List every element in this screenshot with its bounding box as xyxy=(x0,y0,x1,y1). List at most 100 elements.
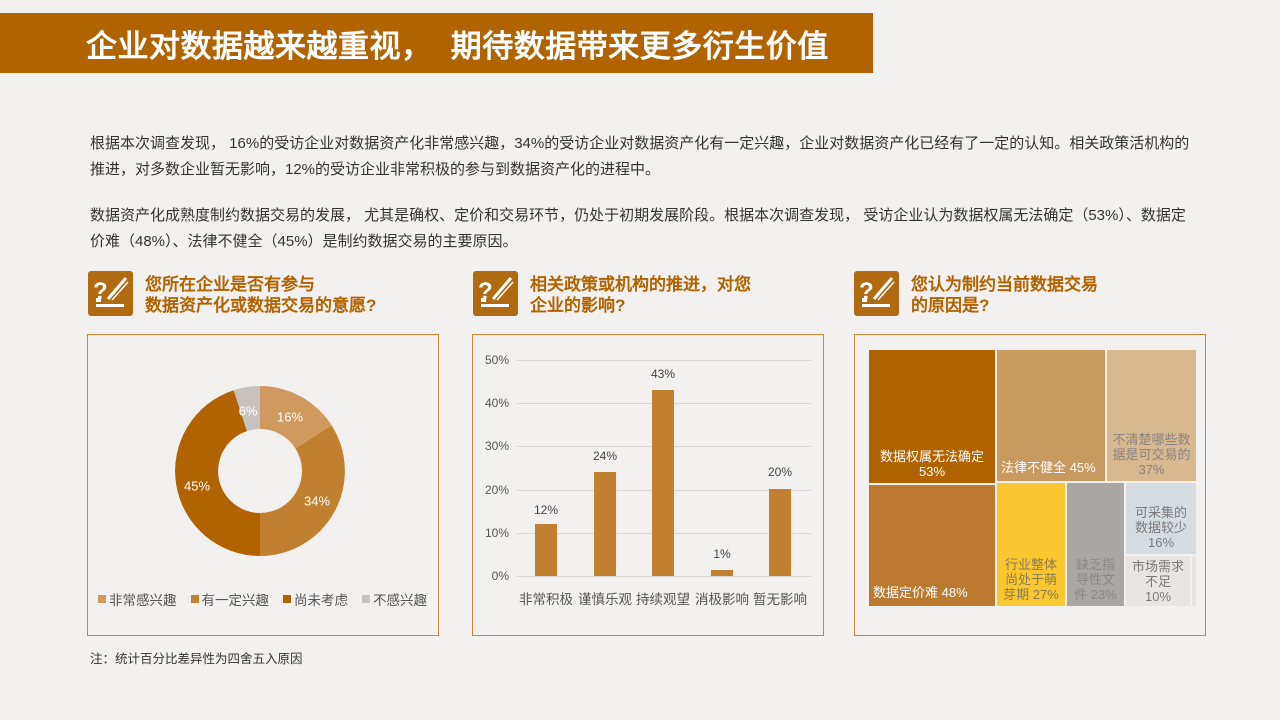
treemap-cell-label: 行业整体 xyxy=(1004,557,1057,572)
legend-label: 有一定兴趣 xyxy=(201,593,270,608)
x-axis-label: 暂无影响 xyxy=(753,592,807,607)
question-text: 您认为制约当前数据交易 的原因是? xyxy=(911,274,1098,316)
legend-swatch xyxy=(362,595,370,603)
legend-item: 不感兴趣 xyxy=(362,589,427,609)
bar-wait-and-see xyxy=(652,390,674,576)
intro-text: 根据本次调查发现， 16%的受访企业对数据资产化非常感兴趣，34%的受访企业对数… xyxy=(90,131,1200,275)
question-line-2: 的原因是? xyxy=(911,296,990,315)
question-line-2: 数据资产化或数据交易的意愿? xyxy=(145,296,377,315)
x-axis-label: 谨慎乐观 xyxy=(578,592,632,607)
bar-negative xyxy=(711,570,733,576)
x-axis-label: 消极影响 xyxy=(695,592,749,607)
treemap-cell-sliver xyxy=(1191,555,1197,607)
grid-line xyxy=(517,576,811,577)
donut-label-16: 16% xyxy=(276,409,304,425)
question-line-1: 相关政策或机构的推进，对您 xyxy=(530,275,751,294)
bar-chart: 50% 40% 30% 20% 10% 0% 12% 24% 43% 1% 20… xyxy=(473,335,823,635)
treemap-cell-label: 可采集的 xyxy=(1134,505,1187,520)
x-axis-label: 持续观望 xyxy=(636,592,690,607)
page-title: 企业对数据越来越重视， 期待数据带来更多衍生价值 xyxy=(86,28,829,64)
bar-chart-panel: 50% 40% 30% 20% 10% 0% 12% 24% 43% 1% 20… xyxy=(472,334,824,636)
treemap-cell-label: 市场需求 xyxy=(1131,559,1184,574)
legend-label: 非常感兴趣 xyxy=(109,593,177,608)
treemap-cell-value: 53% xyxy=(918,464,946,479)
question-header-1: ? 您所在企业是否有参与 数据资产化或数据交易的意愿? xyxy=(88,271,376,316)
treemap-cell-label: 数据权属无法确定 xyxy=(879,449,984,464)
question-pen-icon: ? xyxy=(473,271,518,316)
treemap-cell-label: 不足 xyxy=(1144,574,1171,589)
bar-value-label: 12% xyxy=(533,503,559,517)
donut-label-6: 6% xyxy=(238,403,258,419)
donut-slice-not-considered xyxy=(175,390,260,556)
treemap-cell-label: 法律不健全 45% xyxy=(1001,460,1096,475)
y-tick: 30% xyxy=(484,439,509,453)
y-tick: 10% xyxy=(484,526,509,540)
title-bar: 企业对数据越来越重视， 期待数据带来更多衍生价值 xyxy=(0,13,873,73)
treemap-cell-value: 16% xyxy=(1147,535,1175,550)
donut-label-45: 45% xyxy=(183,478,211,494)
treemap-cell-low-demand: 市场需求 不足 10% xyxy=(1125,555,1191,607)
donut-slice-somewhat-interested xyxy=(260,425,345,556)
treemap-cell-no-guidance: 缺乏指 导性文 件 23% xyxy=(1066,482,1125,607)
donut-label-34: 34% xyxy=(303,493,331,509)
bar-cautiously-optimistic xyxy=(594,472,616,576)
legend-label: 尚未考虑 xyxy=(294,593,348,608)
question-text: 相关政策或机构的推进，对您 企业的影响? xyxy=(530,274,751,316)
treemap-cell-legal: 法律不健全 45% xyxy=(996,349,1106,482)
bar-value-label: 24% xyxy=(592,449,618,463)
grid-line xyxy=(517,360,811,361)
y-tick: 50% xyxy=(484,353,509,367)
donut-slice-very-interested xyxy=(260,386,332,449)
donut-chart-panel: 16% 34% 45% 6% 非常感兴趣 有一定兴趣 尚未考虑 不感兴趣 xyxy=(87,334,439,636)
intro-paragraph-1: 根据本次调查发现， 16%的受访企业对数据资产化非常感兴趣，34%的受访企业对数… xyxy=(90,135,1190,178)
legend-swatch xyxy=(283,595,291,603)
question-line-1: 您所在企业是否有参与 xyxy=(145,275,315,294)
treemap-cell-label: 数据较少 xyxy=(1134,520,1187,535)
question-pen-icon: ? xyxy=(88,271,133,316)
treemap-cell-ownership: 数据权属无法确定 53% xyxy=(868,349,996,484)
treemap-cell-label: 不清楚哪些数 xyxy=(1112,432,1191,447)
question-text: 您所在企业是否有参与 数据资产化或数据交易的意愿? xyxy=(145,274,376,316)
y-tick: 40% xyxy=(484,396,509,410)
question-line-1: 您认为制约当前数据交易 xyxy=(911,275,1098,294)
legend-swatch xyxy=(98,595,106,603)
question-header-3: ? 您认为制约当前数据交易 的原因是? xyxy=(854,271,1098,316)
x-axis-label: 非常积极 xyxy=(519,592,573,607)
donut-slice-not-interested xyxy=(233,386,260,432)
treemap-cell-little-data: 可采集的 数据较少 16% xyxy=(1125,482,1197,555)
treemap-cell-label: 据是可交易的 xyxy=(1112,447,1191,462)
bar-value-label: 1% xyxy=(713,547,731,561)
treemap-cell-value: 10% xyxy=(1144,589,1172,604)
donut-legend: 非常感兴趣 有一定兴趣 尚未考虑 不感兴趣 xyxy=(98,589,427,609)
intro-paragraph-2: 数据资产化成熟度制约数据交易的发展， 尤其是确权、定价和交易环节，仍处于初期发展… xyxy=(90,207,1186,250)
bar-value-label: 20% xyxy=(767,465,793,479)
question-line-2: 企业的影响? xyxy=(530,296,626,315)
legend-swatch xyxy=(190,595,199,603)
legend-item: 非常感兴趣 xyxy=(98,589,177,609)
treemap-cell-value: 芽期 27% xyxy=(1003,587,1059,602)
treemap-cell-value: 件 23% xyxy=(1074,587,1117,602)
y-tick: 0% xyxy=(491,569,509,583)
bar-no-impact xyxy=(769,489,791,576)
footnote: 注：统计百分比差异性为四舍五入原因 xyxy=(90,652,303,666)
question-header-2: ? 相关政策或机构的推进，对您 企业的影响? xyxy=(473,271,751,316)
treemap-cell-label: 尚处于萌 xyxy=(1004,572,1057,587)
question-pen-icon: ? xyxy=(854,271,899,316)
treemap-cell-pricing: 数据定价难 48% xyxy=(868,484,996,607)
legend-label: 不感兴趣 xyxy=(373,593,427,608)
bar-very-positive xyxy=(535,524,557,576)
legend-item: 尚未考虑 xyxy=(283,589,348,609)
treemap-cell-unclear-data: 不清楚哪些数 据是可交易的 37% xyxy=(1106,349,1197,482)
treemap: 数据权属无法确定 53% 数据定价难 48% 法律不健全 45% 不清楚哪些数 … xyxy=(868,349,1197,607)
treemap-cell-label: 导性文 xyxy=(1075,572,1115,587)
treemap-cell-label: 缺乏指 xyxy=(1075,557,1115,572)
treemap-cell-value: 37% xyxy=(1138,462,1165,477)
legend-item: 有一定兴趣 xyxy=(190,589,270,609)
treemap-panel: 数据权属无法确定 53% 数据定价难 48% 法律不健全 45% 不清楚哪些数 … xyxy=(854,334,1206,636)
y-tick: 20% xyxy=(484,483,509,497)
donut-chart: 16% 34% 45% 6% xyxy=(174,385,346,557)
bar-value-label: 43% xyxy=(650,367,676,381)
donut-svg xyxy=(175,386,345,556)
treemap-cell-industry-early: 行业整体 尚处于萌 芽期 27% xyxy=(996,482,1066,607)
treemap-cell-label: 数据定价难 48% xyxy=(873,585,968,600)
